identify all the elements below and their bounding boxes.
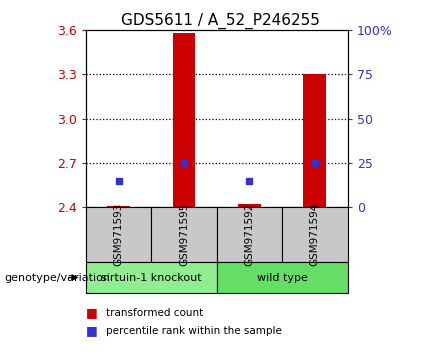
Text: wild type: wild type xyxy=(257,273,308,282)
Text: GSM971594: GSM971594 xyxy=(310,203,320,266)
Text: GSM971592: GSM971592 xyxy=(245,203,254,266)
Text: transformed count: transformed count xyxy=(106,308,203,318)
Bar xyxy=(304,74,326,207)
Text: GSM971595: GSM971595 xyxy=(179,203,189,266)
Text: ■: ■ xyxy=(86,325,98,337)
Bar xyxy=(172,33,195,207)
Text: sirtuin-1 knockout: sirtuin-1 knockout xyxy=(101,273,202,282)
Text: percentile rank within the sample: percentile rank within the sample xyxy=(106,326,282,336)
Bar xyxy=(238,204,261,207)
Text: GSM971593: GSM971593 xyxy=(114,203,124,266)
Text: genotype/variation: genotype/variation xyxy=(4,273,110,282)
Text: ■: ■ xyxy=(86,306,98,319)
Bar xyxy=(107,206,130,207)
Text: GDS5611 / A_52_P246255: GDS5611 / A_52_P246255 xyxy=(121,12,319,29)
